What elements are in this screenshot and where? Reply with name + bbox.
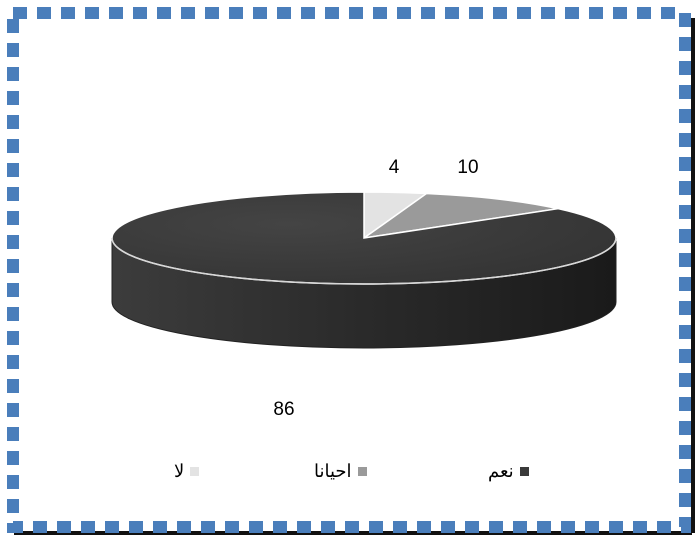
legend-label-ahyanan: احيانا bbox=[314, 460, 352, 481]
pie-slice-1 bbox=[363, 192, 559, 239]
legend-swatch-ahyanan bbox=[357, 466, 367, 476]
pie-top-face bbox=[111, 191, 617, 285]
legend-label-naam: نعم bbox=[488, 460, 514, 481]
legend-label-la: لا bbox=[174, 460, 185, 481]
legend-item-naam: نعم bbox=[488, 456, 529, 486]
pie-data-labels: 4 10 86 bbox=[273, 157, 478, 420]
legend-item-ahyanan: احيانا bbox=[314, 456, 367, 486]
data-label-1: 10 bbox=[457, 157, 478, 178]
legend-swatch-naam bbox=[519, 466, 529, 476]
legend-item-la: لا bbox=[174, 456, 200, 486]
pie-rim-highlight bbox=[111, 237, 617, 285]
data-label-0: 4 bbox=[389, 157, 400, 178]
data-label-2: 86 bbox=[273, 399, 294, 420]
legend-swatch-la bbox=[190, 466, 200, 476]
frame-dashes bbox=[7, 7, 691, 533]
